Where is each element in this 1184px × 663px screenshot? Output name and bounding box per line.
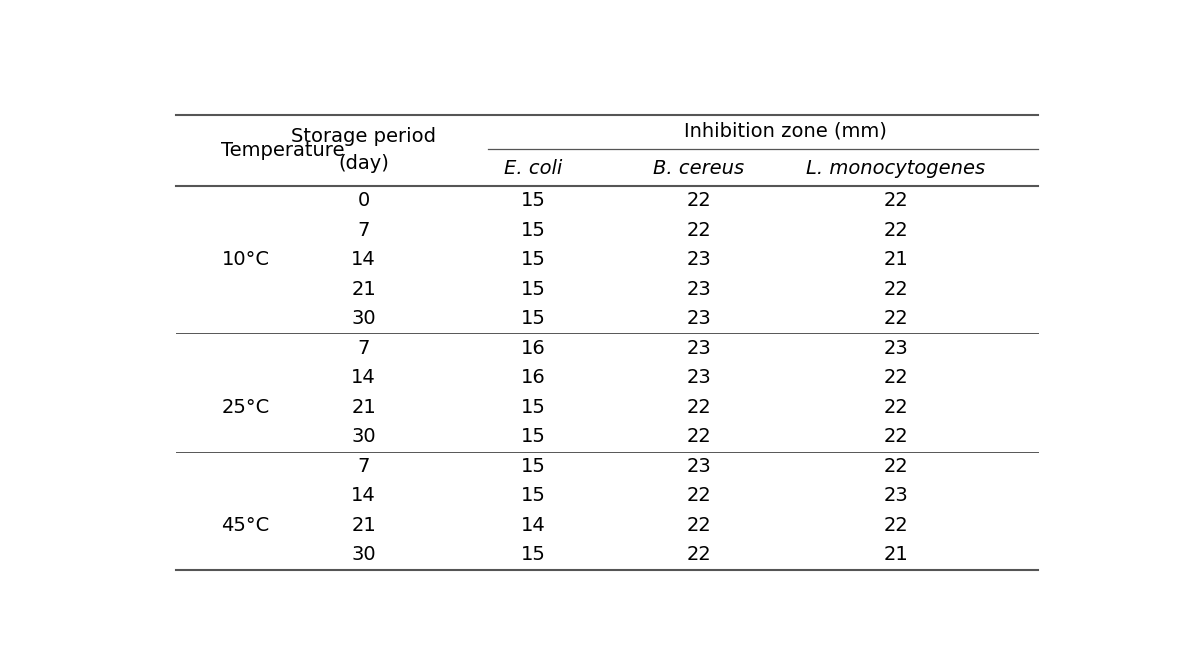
Text: 30: 30 — [352, 546, 377, 564]
Text: 21: 21 — [352, 516, 377, 535]
Text: 0: 0 — [358, 191, 369, 210]
Text: 25°C: 25°C — [221, 398, 270, 417]
Text: 7: 7 — [358, 457, 369, 476]
Text: 21: 21 — [883, 250, 908, 269]
Text: 23: 23 — [687, 457, 710, 476]
Text: 21: 21 — [352, 398, 377, 417]
Text: Inhibition zone (mm): Inhibition zone (mm) — [684, 121, 887, 141]
Text: 23: 23 — [687, 250, 710, 269]
Text: 22: 22 — [883, 457, 908, 476]
Text: 23: 23 — [883, 339, 908, 357]
Text: 21: 21 — [352, 280, 377, 298]
Text: Temperature: Temperature — [221, 141, 345, 160]
Text: 22: 22 — [883, 309, 908, 328]
Text: 7: 7 — [358, 221, 369, 239]
Text: 22: 22 — [687, 191, 710, 210]
Text: (day): (day) — [339, 154, 390, 172]
Text: Storage period: Storage period — [291, 127, 436, 146]
Text: 15: 15 — [521, 427, 546, 446]
Text: 45°C: 45°C — [221, 516, 270, 535]
Text: 16: 16 — [521, 339, 546, 357]
Text: 15: 15 — [521, 280, 546, 298]
Text: 23: 23 — [687, 309, 710, 328]
Text: 30: 30 — [352, 309, 377, 328]
Text: 15: 15 — [521, 309, 546, 328]
Text: 7: 7 — [358, 339, 369, 357]
Text: 15: 15 — [521, 487, 546, 505]
Text: 14: 14 — [352, 487, 377, 505]
Text: 23: 23 — [687, 368, 710, 387]
Text: 22: 22 — [687, 487, 710, 505]
Text: 23: 23 — [687, 339, 710, 357]
Text: 22: 22 — [883, 398, 908, 417]
Text: 15: 15 — [521, 191, 546, 210]
Text: 22: 22 — [687, 398, 710, 417]
Text: 10°C: 10°C — [221, 250, 270, 269]
Text: L. monocytogenes: L. monocytogenes — [806, 158, 985, 178]
Text: 15: 15 — [521, 398, 546, 417]
Text: 22: 22 — [883, 516, 908, 535]
Text: 22: 22 — [883, 427, 908, 446]
Text: B. cereus: B. cereus — [654, 158, 744, 178]
Text: E. coli: E. coli — [504, 158, 562, 178]
Text: 15: 15 — [521, 457, 546, 476]
Text: 23: 23 — [883, 487, 908, 505]
Text: 30: 30 — [352, 427, 377, 446]
Text: 22: 22 — [687, 516, 710, 535]
Text: 15: 15 — [521, 250, 546, 269]
Text: 15: 15 — [521, 221, 546, 239]
Text: 22: 22 — [687, 427, 710, 446]
Text: 14: 14 — [352, 368, 377, 387]
Text: 14: 14 — [521, 516, 546, 535]
Text: 16: 16 — [521, 368, 546, 387]
Text: 14: 14 — [352, 250, 377, 269]
Text: 22: 22 — [883, 191, 908, 210]
Text: 22: 22 — [687, 546, 710, 564]
Text: 22: 22 — [883, 280, 908, 298]
Text: 15: 15 — [521, 546, 546, 564]
Text: 23: 23 — [687, 280, 710, 298]
Text: 22: 22 — [883, 221, 908, 239]
Text: 22: 22 — [687, 221, 710, 239]
Text: 21: 21 — [883, 546, 908, 564]
Text: 22: 22 — [883, 368, 908, 387]
